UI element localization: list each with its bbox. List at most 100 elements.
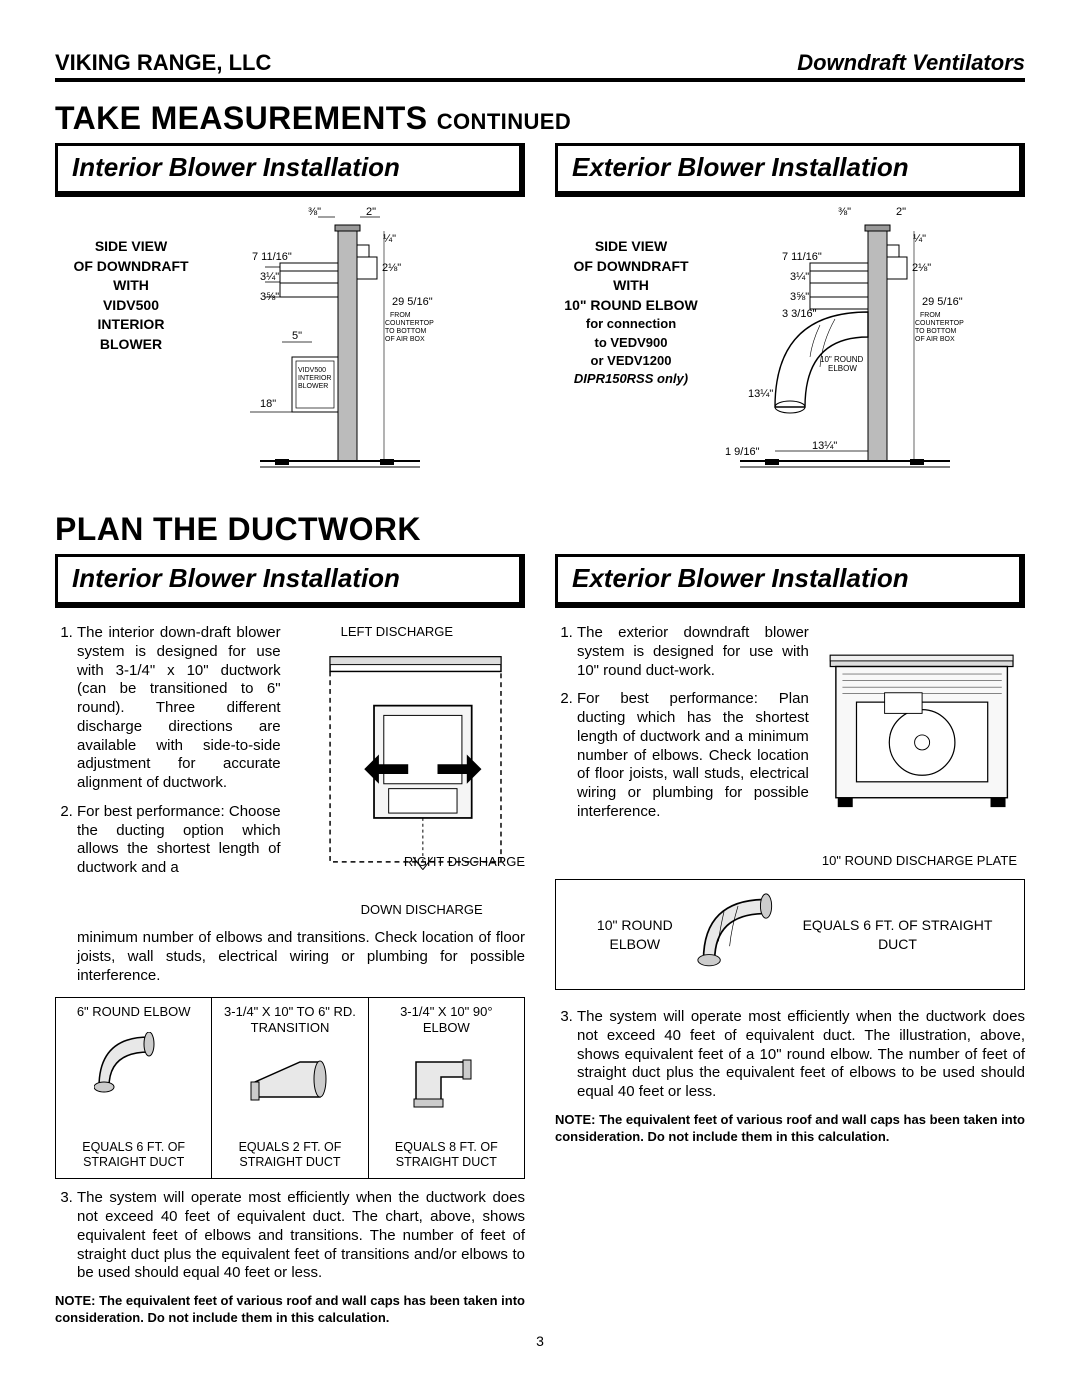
box-exterior-2: Exterior Blower Installation	[555, 554, 1025, 608]
title-continued: CONTINUED	[437, 109, 571, 134]
int-step-2: For best performance: Choose the ducting…	[77, 803, 281, 878]
page-number: 3	[55, 1333, 1025, 1349]
sl-int-3: WITH	[55, 276, 207, 296]
sl-ext-6: to VEDV900	[555, 334, 707, 352]
exterior-note: NOTE: The equivalent feet of various roo…	[555, 1112, 1025, 1146]
exterior-plan-list: The exterior downdraft blower system is …	[555, 624, 809, 822]
svg-text:29 5/16": 29 5/16"	[922, 296, 963, 308]
left-discharge-label: LEFT DISCHARGE	[341, 624, 453, 640]
fit2-f: EQUALS 2 FT. OF STRAIGHT DUCT	[220, 1140, 359, 1170]
box-interior-title: Interior Blower Installation	[72, 152, 507, 183]
svg-text:¼": ¼"	[383, 233, 396, 245]
exterior-diagram: ⅜" 2" ¼" 7 11/16" 3¼" 3⅝" 3 3/16" 2⅛" 10…	[715, 207, 1025, 487]
svg-text:2": 2"	[366, 207, 376, 218]
svg-text:COUNTERTOP: COUNTERTOP	[915, 320, 964, 327]
svg-text:3⅝": 3⅝"	[260, 291, 279, 303]
sl-ext-8: DIPR150RSS only)	[555, 370, 707, 388]
subtitle-row-1: Interior Blower Installation Exterior Bl…	[55, 143, 1025, 207]
company-name: VIKING RANGE, LLC	[55, 50, 271, 76]
svg-text:3¼": 3¼"	[260, 271, 279, 283]
svg-text:¼": ¼"	[913, 233, 926, 245]
plate-label: 10" ROUND DISCHARGE PLATE	[822, 853, 1017, 869]
int-step-3: The system will operate most efficiently…	[77, 1189, 525, 1283]
box-interior-title-2: Interior Blower Installation	[72, 563, 507, 594]
side-label-interior: SIDE VIEW OF DOWNDRAFT WITH VIDV500 INTE…	[55, 207, 215, 487]
sl-int-1: SIDE VIEW	[55, 237, 207, 257]
fitting-cell-3: 3-1/4" X 10" 90° ELBOW EQUALS 8 FT. OF S…	[369, 998, 524, 1178]
svg-text:18": 18"	[260, 398, 276, 410]
title-main: TAKE MEASUREMENTS	[55, 100, 427, 136]
sl-ext-7: or VEDV1200	[555, 352, 707, 370]
svg-text:VIDV500: VIDV500	[298, 367, 326, 374]
fit1-h: 6" ROUND ELBOW	[77, 1004, 191, 1020]
elbow-right-label: EQUALS 6 FT. OF STRAIGHT DUCT	[789, 916, 1006, 952]
svg-text:TO BOTTOM: TO BOTTOM	[915, 328, 957, 335]
interior-plan-col: The interior down-draft blower system is…	[55, 624, 525, 1327]
fitting-cell-2: 3-1/4" X 10" TO 6" RD. TRANSITION EQUALS…	[212, 998, 368, 1178]
sl-ext-2: OF DOWNDRAFT	[555, 257, 707, 277]
interior-plan-list-2: The system will operate most efficiently…	[55, 1189, 525, 1283]
svg-text:3¼": 3¼"	[790, 271, 809, 283]
subtitle-row-2: Interior Blower Installation Exterior Bl…	[55, 554, 1025, 618]
svg-text:2⅛": 2⅛"	[912, 262, 931, 274]
exterior-plan-list-2: The system will operate most efficiently…	[555, 1008, 1025, 1102]
fit1-f: EQUALS 6 FT. OF STRAIGHT DUCT	[64, 1140, 203, 1170]
fit3-f: EQUALS 8 FT. OF STRAIGHT DUCT	[377, 1140, 516, 1170]
sl-ext-1: SIDE VIEW	[555, 237, 707, 257]
int-step-2b: minimum number of elbows and transitions…	[77, 929, 525, 985]
svg-text:2": 2"	[896, 207, 906, 218]
fit3-h: 3-1/4" X 10" 90° ELBOW	[377, 1004, 516, 1035]
right-discharge-label: RIGHT DISCHARGE	[404, 854, 525, 870]
svg-text:FROM: FROM	[390, 312, 411, 319]
svg-text:2⅛": 2⅛"	[382, 262, 401, 274]
sl-ext-4: 10" ROUND ELBOW	[555, 296, 707, 316]
svg-text:TO BOTTOM: TO BOTTOM	[385, 328, 427, 335]
section-title-plan: PLAN THE DUCTWORK	[55, 511, 1025, 548]
int-step-1: The interior down-draft blower system is…	[77, 624, 281, 793]
svg-text:7 11/16": 7 11/16"	[782, 251, 822, 263]
sl-int-4: VIDV500	[55, 296, 207, 316]
box-exterior-title: Exterior Blower Installation	[572, 152, 1007, 183]
svg-text:⅜": ⅜"	[838, 207, 851, 218]
svg-text:5": 5"	[292, 330, 302, 342]
interior-note: NOTE: The equivalent feet of various roo…	[55, 1293, 525, 1327]
ext-step-1: The exterior downdraft blower system is …	[577, 624, 809, 680]
elbow-equiv-box: 10" ROUND ELBOW EQUALS 6 FT. OF STRAIGHT…	[555, 879, 1025, 990]
svg-text:BLOWER: BLOWER	[298, 383, 328, 390]
svg-text:7 11/16": 7 11/16"	[252, 251, 292, 263]
svg-text:FROM: FROM	[920, 312, 941, 319]
svg-text:13¼": 13¼"	[812, 440, 837, 452]
fitting-table: 6" ROUND ELBOW EQUALS 6 FT. OF STRAIGHT …	[55, 997, 525, 1179]
svg-text:3 3/16": 3 3/16"	[782, 308, 817, 320]
box-interior-2: Interior Blower Installation	[55, 554, 525, 608]
product-name: Downdraft Ventilators	[797, 50, 1025, 76]
sl-ext-3: WITH	[555, 276, 707, 296]
side-label-exterior: SIDE VIEW OF DOWNDRAFT WITH 10" ROUND EL…	[555, 207, 715, 487]
section-title-measurements: TAKE MEASUREMENTS CONTINUED	[55, 100, 1025, 137]
sl-int-6: BLOWER	[55, 335, 207, 355]
svg-text:3⅝": 3⅝"	[790, 291, 809, 303]
box-interior-1: Interior Blower Installation	[55, 143, 525, 197]
diagram-row: SIDE VIEW OF DOWNDRAFT WITH VIDV500 INTE…	[55, 207, 1025, 487]
down-discharge-label: DOWN DISCHARGE	[361, 902, 483, 918]
interior-plan-diagram: LEFT DISCHARGE RIGHT DISCHARGE DOWN DISC…	[291, 624, 525, 929]
svg-text:OF AIR BOX: OF AIR BOX	[385, 336, 425, 343]
box-exterior-1: Exterior Blower Installation	[555, 143, 1025, 197]
svg-text:INTERIOR: INTERIOR	[298, 375, 331, 382]
fit2-h: 3-1/4" X 10" TO 6" RD. TRANSITION	[220, 1004, 359, 1035]
svg-text:OF AIR BOX: OF AIR BOX	[915, 336, 955, 343]
sl-int-2: OF DOWNDRAFT	[55, 257, 207, 277]
ext-step-3: The system will operate most efficiently…	[577, 1008, 1025, 1102]
elbow-icon	[696, 892, 789, 977]
fitting-cell-1: 6" ROUND ELBOW EQUALS 6 FT. OF STRAIGHT …	[56, 998, 212, 1178]
svg-text:ELBOW: ELBOW	[828, 364, 857, 373]
svg-text:1 9/16": 1 9/16"	[725, 446, 760, 458]
box-exterior-title-2: Exterior Blower Installation	[572, 563, 1007, 594]
exterior-plan-col: The exterior downdraft blower system is …	[555, 624, 1025, 1327]
interior-diagram: ⅜" 2" ¼" 7 11/16" 3¼" 3⅝" 2⅛" 5" 18" VID…	[215, 207, 525, 487]
sl-int-5: INTERIOR	[55, 315, 207, 335]
elbow-left-label: 10" ROUND ELBOW	[574, 916, 696, 952]
exterior-plan-diagram: 10" ROUND DISCHARGE PLATE	[819, 624, 1025, 869]
svg-text:13¼": 13¼"	[748, 388, 773, 400]
sl-ext-5: for connection	[555, 315, 707, 333]
